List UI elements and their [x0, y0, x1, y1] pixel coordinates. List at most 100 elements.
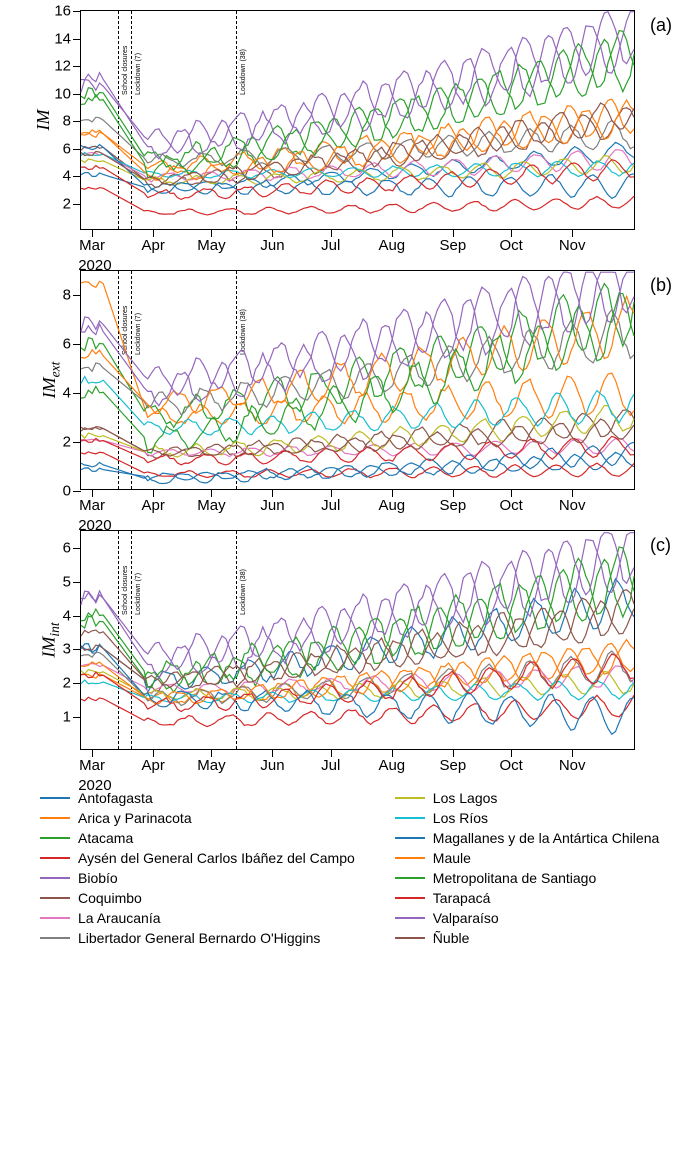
x-tick-label: Jul — [321, 497, 340, 514]
legend-item: Ñuble — [395, 930, 659, 946]
legend-label: Tarapacá — [433, 890, 491, 906]
x-tick-label: Aug — [378, 757, 405, 774]
legend-label: Magallanes y de la Antártica Chilena — [433, 830, 659, 846]
y-tick-label: 14 — [54, 30, 71, 47]
series-line — [81, 547, 634, 688]
y-tick-label: 2 — [63, 675, 71, 692]
y-tick-label: 8 — [63, 287, 71, 304]
x-tick-label: Jun — [260, 237, 284, 254]
legend-swatch — [395, 857, 425, 860]
legend-item: Metropolitana de Santiago — [395, 870, 659, 886]
legend-swatch — [40, 817, 70, 820]
x-tick-label: May — [197, 237, 225, 254]
legend-swatch — [40, 877, 70, 880]
chart-panel-c: IMint123456MarAprMayJunJulAugSepOctNov20… — [80, 530, 635, 750]
legend-swatch — [395, 917, 425, 920]
legend-label: Aysén del General Carlos Ibáñez del Camp… — [78, 850, 355, 866]
legend-item: Maule — [395, 850, 659, 866]
x-tick-label: Mar — [79, 237, 105, 254]
panel-label: (a) — [650, 15, 672, 36]
legend-swatch — [395, 897, 425, 900]
panel-label: (c) — [650, 535, 671, 556]
y-tick-label: 3 — [63, 641, 71, 658]
legend-swatch — [40, 797, 70, 800]
legend-label: Metropolitana de Santiago — [433, 870, 596, 886]
legend-item: Biobío — [40, 870, 355, 886]
y-axis-label: IMint — [38, 622, 63, 657]
legend-swatch — [40, 937, 70, 940]
legend-swatch — [395, 817, 425, 820]
series-line — [81, 533, 634, 670]
y-tick-label: 4 — [63, 168, 71, 185]
legend-label: Libertador General Bernardo O'Higgins — [78, 930, 320, 946]
legend: AntofagastaArica y ParinacotaAtacamaAysé… — [10, 790, 678, 946]
legend-swatch — [395, 937, 425, 940]
y-tick-label: 12 — [54, 58, 71, 75]
x-tick-label: Mar — [79, 497, 105, 514]
y-tick-label: 2 — [63, 195, 71, 212]
x-tick-label: May — [197, 497, 225, 514]
legend-swatch — [395, 877, 425, 880]
x-tick-label: Nov — [559, 497, 586, 514]
legend-label: Los Ríos — [433, 810, 488, 826]
legend-label: Coquimbo — [78, 890, 142, 906]
chart-panel-a: IM246810121416MarAprMayJunJulAugSepOctNo… — [80, 10, 635, 230]
legend-item: Libertador General Bernardo O'Higgins — [40, 930, 355, 946]
x-tick-label: Jul — [321, 237, 340, 254]
legend-label: Atacama — [78, 830, 133, 846]
x-tick-label: Apr — [141, 237, 164, 254]
legend-item: Los Ríos — [395, 810, 659, 826]
legend-label: Arica y Parinacota — [78, 810, 192, 826]
y-tick-label: 0 — [63, 483, 71, 500]
legend-item: Valparaíso — [395, 910, 659, 926]
legend-swatch — [40, 897, 70, 900]
x-tick-label: Oct — [499, 757, 522, 774]
series-line — [81, 601, 634, 688]
legend-swatch — [40, 837, 70, 840]
y-tick-label: 6 — [63, 140, 71, 157]
y-tick-label: 10 — [54, 85, 71, 102]
y-axis-label: IM — [33, 110, 54, 131]
x-tick-label: Jun — [260, 757, 284, 774]
legend-label: Ñuble — [433, 930, 470, 946]
series-line — [81, 100, 634, 180]
legend-swatch — [40, 917, 70, 920]
legend-label: Maule — [433, 850, 471, 866]
legend-label: Biobío — [78, 870, 118, 886]
x-tick-label: May — [197, 757, 225, 774]
series-line — [81, 442, 634, 483]
series-line — [81, 187, 634, 215]
x-tick-label: Nov — [559, 237, 586, 254]
legend-swatch — [395, 797, 425, 800]
x-tick-label: Mar — [79, 757, 105, 774]
legend-swatch — [40, 857, 70, 860]
legend-item: Aysén del General Carlos Ibáñez del Camp… — [40, 850, 355, 866]
panel-label: (b) — [650, 275, 672, 296]
legend-item: Arica y Parinacota — [40, 810, 355, 826]
legend-item: Los Lagos — [395, 790, 659, 806]
x-tick-label: Aug — [378, 237, 405, 254]
legend-item: Tarapacá — [395, 890, 659, 906]
x-tick-label: Jun — [260, 497, 284, 514]
y-axis-label: IMext — [39, 362, 64, 399]
chart-panel-b: IMext02468MarAprMayJunJulAugSepOctNov202… — [80, 270, 635, 490]
x-tick-label: Apr — [141, 757, 164, 774]
legend-item: Atacama — [40, 830, 355, 846]
x-tick-label: Aug — [378, 497, 405, 514]
x-tick-label: Oct — [499, 497, 522, 514]
y-tick-label: 6 — [63, 336, 71, 353]
x-year-label: 2020 — [78, 777, 111, 794]
x-tick-label: Sep — [439, 757, 466, 774]
y-tick-label: 4 — [63, 607, 71, 624]
y-tick-label: 6 — [63, 539, 71, 556]
y-tick-label: 8 — [63, 113, 71, 130]
y-tick-label: 5 — [63, 573, 71, 590]
legend-label: La Araucanía — [78, 910, 161, 926]
x-tick-label: Jul — [321, 757, 340, 774]
x-tick-label: Sep — [439, 497, 466, 514]
x-tick-label: Oct — [499, 237, 522, 254]
legend-swatch — [395, 837, 425, 840]
series-line — [81, 272, 634, 405]
y-tick-label: 2 — [63, 434, 71, 451]
legend-label: Los Lagos — [433, 790, 498, 806]
